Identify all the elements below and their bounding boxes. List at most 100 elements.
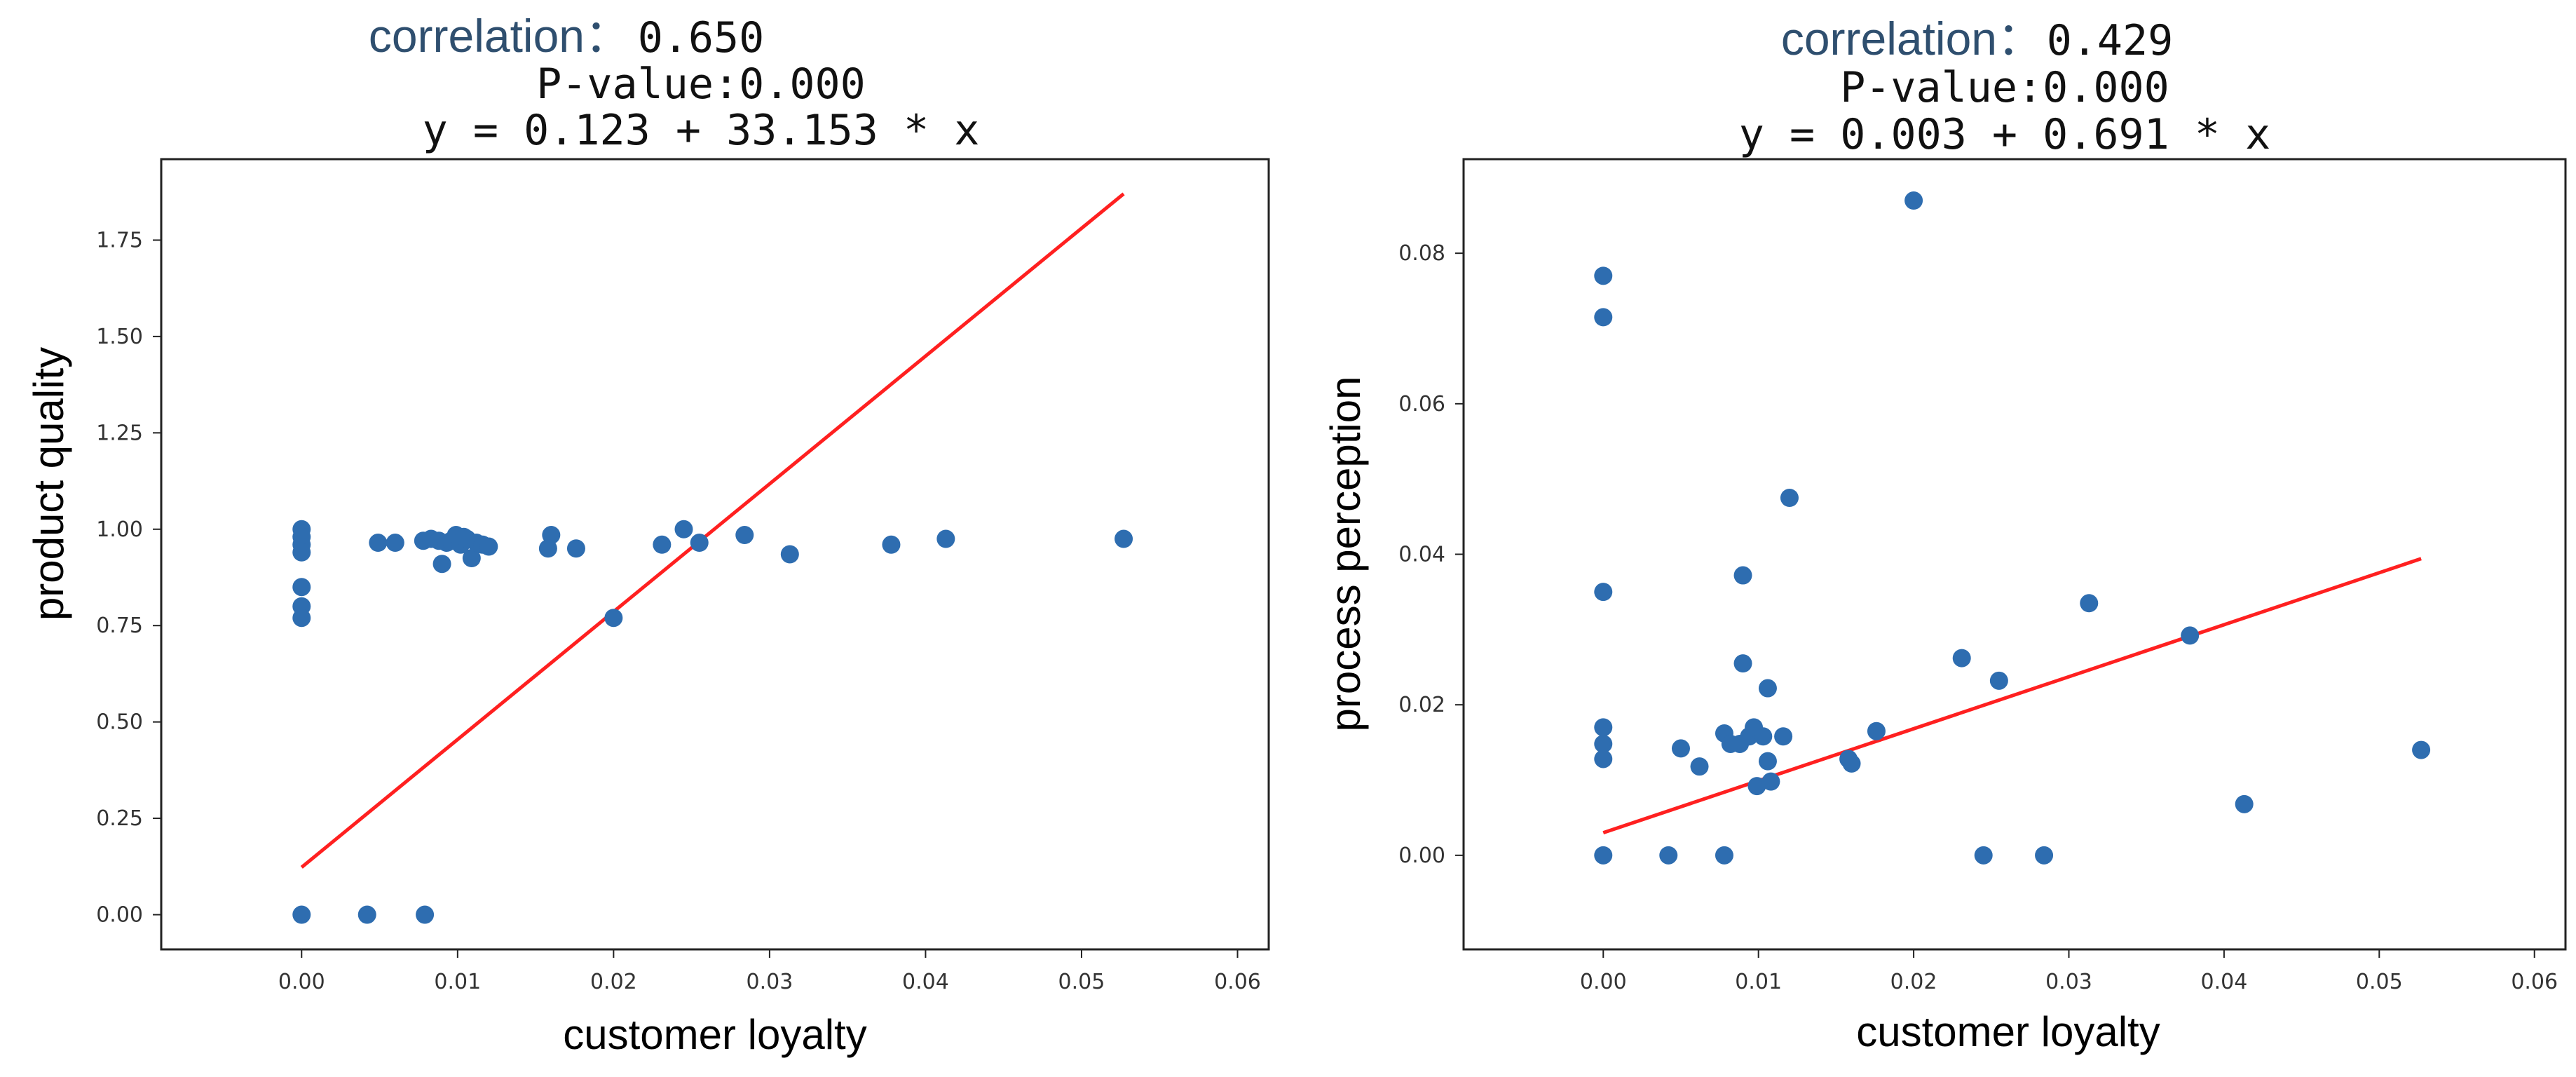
data-point bbox=[690, 534, 709, 553]
x-tick-label: 0.06 bbox=[1214, 970, 1261, 994]
y-tick-label: 0.02 bbox=[1398, 693, 1445, 717]
data-point bbox=[432, 555, 451, 574]
data-point bbox=[604, 609, 623, 628]
data-point bbox=[369, 534, 388, 553]
y-tick-label: 0.04 bbox=[1398, 543, 1445, 567]
p-value-text: P-value:0.000 bbox=[536, 60, 866, 109]
data-point bbox=[1690, 757, 1709, 776]
data-point bbox=[2080, 594, 2099, 613]
x-tick-label: 0.01 bbox=[434, 970, 481, 994]
data-point bbox=[1715, 846, 1733, 865]
data-point bbox=[1115, 529, 1133, 548]
data-point bbox=[479, 537, 498, 556]
plot-frame bbox=[1462, 158, 2567, 951]
data-point bbox=[538, 539, 557, 558]
data-point bbox=[1758, 679, 1777, 698]
data-point bbox=[1754, 727, 1773, 746]
x-axis-label: customer loyalty bbox=[563, 1011, 866, 1058]
x-tick-label: 0.00 bbox=[1580, 970, 1627, 994]
data-point bbox=[1594, 718, 1613, 737]
x-tick-label: 0.05 bbox=[2356, 970, 2403, 994]
data-point bbox=[292, 543, 311, 562]
data-point bbox=[735, 526, 754, 545]
data-point bbox=[1594, 750, 1613, 768]
data-point bbox=[1952, 649, 1971, 668]
correlation-value: 0.650 bbox=[638, 13, 765, 62]
x-tick-label: 0.04 bbox=[902, 970, 949, 994]
data-point bbox=[780, 545, 799, 564]
data-point bbox=[462, 548, 481, 567]
regression-line bbox=[1602, 557, 2422, 835]
data-point bbox=[1594, 308, 1613, 327]
x-axis-ticks: 0.00 0.01 0.02 0.03 0.04 0.05 0.06 bbox=[278, 949, 1261, 994]
x-tick-label: 0.04 bbox=[2201, 970, 2248, 994]
data-point bbox=[1747, 777, 1766, 796]
x-axis-ticks: 0.00 0.01 0.02 0.03 0.04 0.05 0.06 bbox=[1580, 949, 2558, 994]
y-tick-label: 0.50 bbox=[96, 710, 143, 735]
data-point bbox=[1842, 754, 1861, 773]
data-point bbox=[1989, 671, 2008, 690]
chart-process-perception: correlation： 0.429 P-value:0.000 y = 0.0… bbox=[1322, 13, 2567, 1055]
data-point bbox=[1594, 734, 1613, 753]
y-tick-label: 1.00 bbox=[96, 517, 143, 542]
data-point bbox=[1904, 191, 1923, 210]
data-point bbox=[1867, 722, 1886, 740]
y-axis-ticks: 0.00 0.02 0.04 0.06 0.08 bbox=[1398, 241, 1464, 868]
regression-line bbox=[300, 192, 1125, 869]
x-tick-label: 0.02 bbox=[590, 970, 637, 994]
y-tick-label: 0.06 bbox=[1398, 392, 1445, 416]
data-point bbox=[2035, 846, 2054, 865]
y-tick-label: 0.00 bbox=[96, 903, 143, 928]
correlation-label: correlation： bbox=[369, 10, 631, 62]
data-point bbox=[566, 539, 585, 558]
x-tick-label: 0.00 bbox=[278, 970, 325, 994]
x-tick-label: 0.06 bbox=[2511, 970, 2558, 994]
data-point bbox=[882, 535, 901, 554]
data-point bbox=[1733, 566, 1752, 585]
data-point bbox=[936, 529, 955, 548]
data-point bbox=[2235, 794, 2254, 813]
y-tick-label: 1.50 bbox=[96, 325, 143, 349]
regression-equation: y = 0.003 + 0.691 * x bbox=[1739, 110, 2271, 159]
chart-product-quality: correlation： 0.650 P-value:0.000 y = 0.1… bbox=[25, 10, 1270, 1058]
data-point bbox=[386, 534, 404, 553]
data-point bbox=[357, 905, 376, 924]
y-tick-label: 1.25 bbox=[96, 421, 143, 445]
data-points bbox=[1594, 191, 2431, 865]
y-tick-label: 0.00 bbox=[1398, 844, 1445, 868]
x-tick-label: 0.03 bbox=[2045, 970, 2092, 994]
y-axis-label: process perception bbox=[1322, 377, 1369, 732]
p-value-text: P-value:0.000 bbox=[1840, 63, 2169, 112]
data-point bbox=[674, 520, 693, 538]
data-point bbox=[1733, 654, 1752, 673]
y-axis-ticks: 0.00 0.25 0.50 0.75 1.00 1.25 1.50 1.75 bbox=[96, 228, 161, 928]
plot-frame bbox=[160, 158, 1270, 951]
data-point bbox=[1774, 727, 1793, 746]
y-tick-label: 0.08 bbox=[1398, 241, 1445, 266]
data-point bbox=[1594, 583, 1613, 602]
data-point bbox=[1671, 739, 1690, 758]
y-tick-label: 1.75 bbox=[96, 228, 143, 252]
data-point bbox=[292, 609, 311, 628]
x-axis-label: customer loyalty bbox=[1856, 1008, 2160, 1055]
data-point bbox=[292, 578, 311, 597]
data-point bbox=[1594, 266, 1613, 285]
data-point bbox=[1974, 846, 1993, 865]
y-tick-label: 0.75 bbox=[96, 614, 143, 638]
y-axis-label: product quality bbox=[25, 347, 72, 621]
x-tick-label: 0.05 bbox=[1058, 970, 1105, 994]
x-tick-label: 0.01 bbox=[1735, 970, 1782, 994]
data-point bbox=[1758, 752, 1777, 771]
data-point bbox=[292, 905, 311, 924]
data-point bbox=[1594, 846, 1613, 865]
data-point bbox=[416, 905, 435, 924]
data-point bbox=[1780, 489, 1799, 507]
correlation-value: 0.429 bbox=[2047, 16, 2174, 65]
data-point bbox=[2181, 626, 2200, 645]
data-point bbox=[1659, 846, 1678, 865]
regression-equation: y = 0.123 + 33.153 * x bbox=[423, 106, 980, 155]
y-tick-label: 0.25 bbox=[96, 806, 143, 831]
data-point bbox=[653, 535, 672, 554]
correlation-label: correlation： bbox=[1781, 13, 2043, 65]
